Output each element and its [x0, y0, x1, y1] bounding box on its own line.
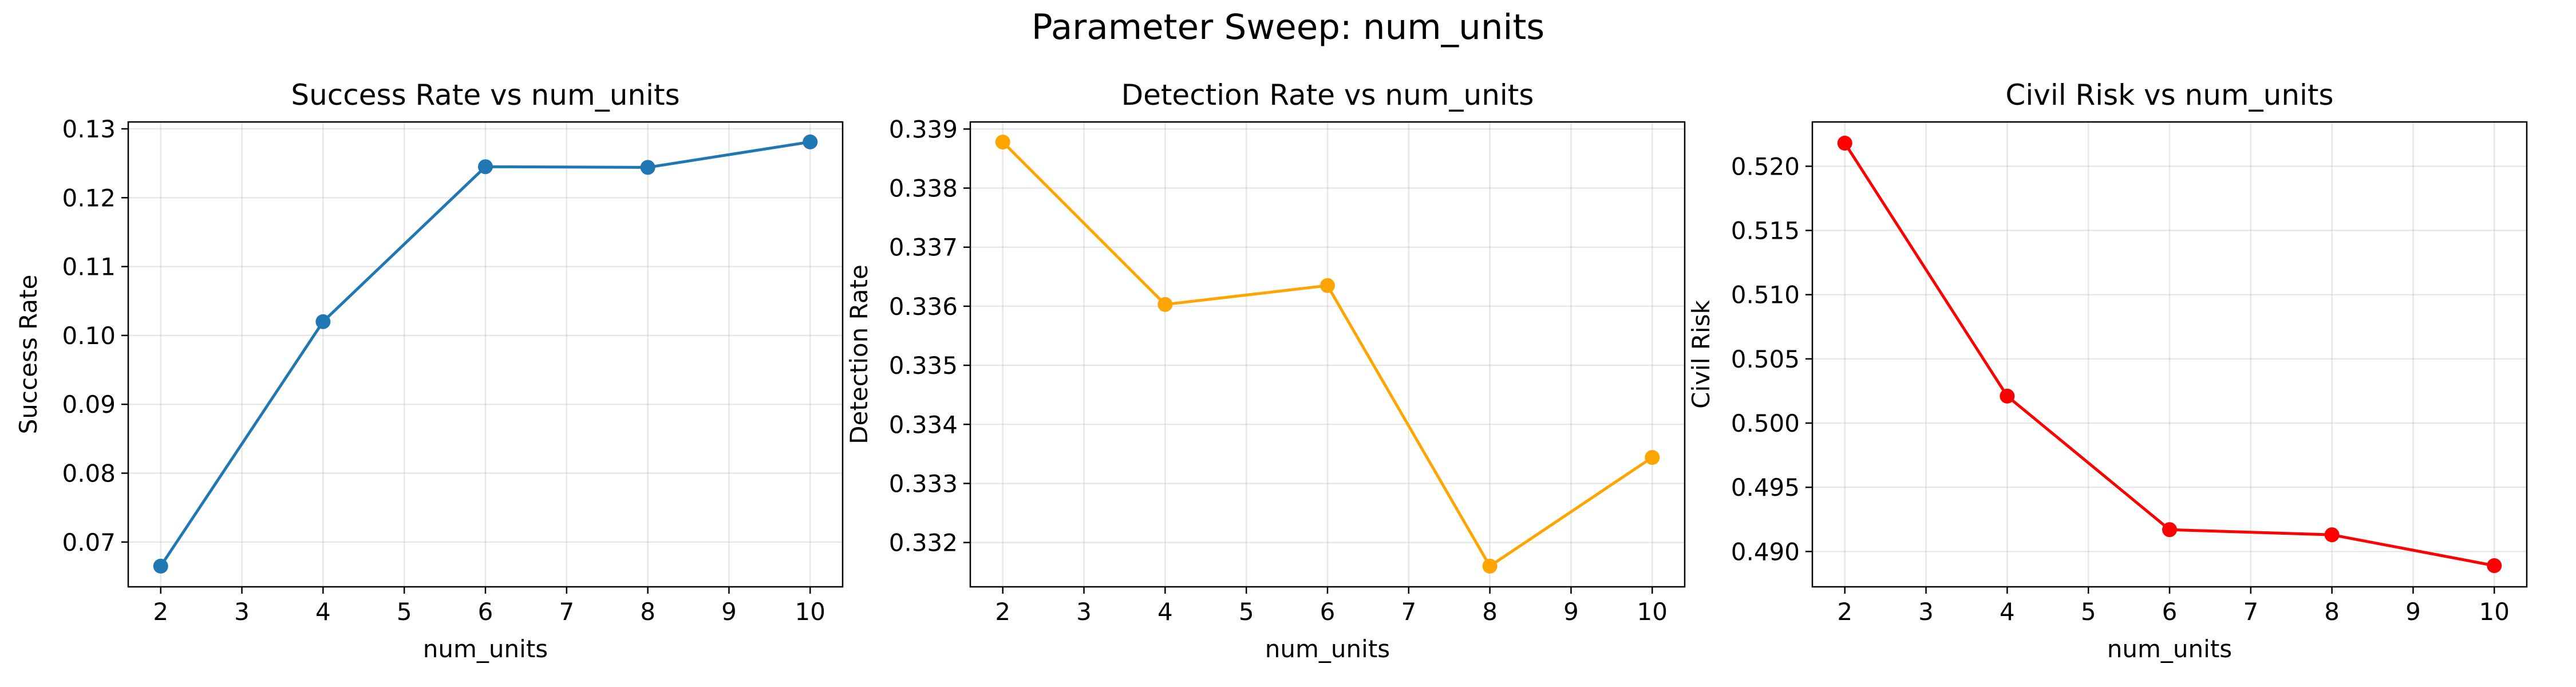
detection-rate-x-tick-label: 8	[1482, 598, 1498, 626]
civil-risk-y-tick-label: 0.520	[1731, 152, 1800, 180]
success-rate-y-tick-label: 0.11	[62, 253, 116, 281]
detection-rate-title: Detection Rate vs num_units	[1121, 78, 1534, 112]
success-rate-title: Success Rate vs num_units	[291, 78, 679, 112]
detection-rate-x-tick-label: 6	[1320, 598, 1336, 626]
civil-risk-x-tick-label: 4	[2000, 598, 2015, 626]
civil-risk-x-tick-label: 3	[1918, 598, 1934, 626]
detection-rate-y-tick-label: 0.336	[889, 293, 958, 321]
civil-risk-y-tick-label: 0.505	[1731, 345, 1800, 373]
civil-risk-data-point	[2000, 388, 2015, 404]
civil-risk-y-tick-label: 0.515	[1731, 217, 1800, 245]
detection-rate-data-point	[1482, 558, 1498, 574]
detection-rate-axes-frame	[969, 121, 1686, 588]
civil-risk-x-tick-label: 8	[2324, 598, 2340, 626]
success-rate-data-point	[803, 134, 818, 149]
chart-panels: 2 3 4 5 6 7 8 9 10 0.07 0.08 0.09 0.10 0.11 0.12 0.13 Su…	[14, 78, 2528, 663]
civil-risk-x-tick-label: 5	[2081, 598, 2096, 626]
detection-rate-y-tick-label: 0.339	[889, 115, 958, 143]
detection-rate-x-tick-label: 4	[1157, 598, 1173, 626]
civil-risk-title: Civil Risk vs num_units	[2005, 78, 2333, 112]
success-rate-x-tick-label: 2	[153, 598, 168, 626]
success-rate-data-point	[315, 314, 331, 329]
success-rate-x-tick-label: 8	[640, 598, 655, 626]
success-rate-x-tick-label: 5	[397, 598, 412, 626]
detection-rate-y-axis-label: Detection Rate	[845, 264, 873, 444]
civil-risk-panel: 2 3 4 5 6 7 8 9 10 0.490 0.495 0.500 0.505 0.510 0.515…	[1687, 78, 2528, 663]
success-rate-y-tick-label: 0.13	[62, 115, 116, 143]
success-rate-y-tick-label: 0.08	[62, 460, 116, 488]
civil-risk-data-point	[2162, 522, 2177, 538]
figure-suptitle: Parameter Sweep: num_units	[1032, 7, 1544, 48]
civil-risk-x-tick-label: 2	[1837, 598, 1852, 626]
detection-rate-data-point	[995, 135, 1010, 150]
detection-rate-y-tick-label: 0.333	[889, 469, 958, 498]
success-rate-x-tick-label: 3	[234, 598, 250, 626]
civil-risk-x-tick-label: 9	[2405, 598, 2421, 626]
success-rate-panel: 2 3 4 5 6 7 8 9 10 0.07 0.08 0.09 0.10 0.11 0.12 0.13 Su…	[14, 78, 844, 663]
detection-rate-y-tick-label: 0.335	[889, 352, 958, 380]
success-rate-data-point	[153, 558, 168, 574]
detection-rate-y-tick-label: 0.338	[889, 175, 958, 203]
success-rate-axes-frame	[127, 121, 844, 588]
detection-rate-data-point	[1157, 297, 1173, 312]
civil-risk-x-axis-label: num_units	[2107, 635, 2232, 663]
success-rate-y-tick-label: 0.07	[62, 528, 116, 556]
detection-rate-y-tick-label: 0.334	[889, 410, 958, 439]
success-rate-y-tick-label: 0.10	[62, 322, 116, 350]
detection-rate-x-tick-label: 7	[1401, 598, 1416, 626]
civil-risk-data-point	[1837, 136, 1852, 151]
detection-rate-x-tick-label: 2	[995, 598, 1010, 626]
civil-risk-y-axis-label: Civil Risk	[1687, 300, 1715, 409]
detection-rate-x-tick-label: 10	[1637, 598, 1668, 626]
success-rate-data-point	[478, 159, 493, 175]
success-rate-y-tick-label: 0.09	[62, 390, 116, 418]
civil-risk-x-tick-label: 10	[2479, 598, 2510, 626]
success-rate-x-tick-label: 9	[721, 598, 737, 626]
detection-rate-x-axis-label: num_units	[1265, 635, 1390, 663]
success-rate-y-tick-label: 0.12	[62, 184, 116, 212]
detection-rate-x-tick-label: 9	[1563, 598, 1579, 626]
success-rate-x-axis-label: num_units	[423, 635, 548, 663]
civil-risk-axes-frame	[1811, 121, 2528, 588]
success-rate-x-tick-label: 4	[315, 598, 331, 626]
success-rate-y-axis-label: Success Rate	[14, 275, 42, 435]
civil-risk-y-tick-label: 0.495	[1731, 473, 1800, 502]
civil-risk-data-point	[2324, 527, 2340, 543]
detection-rate-y-tick-label: 0.332	[889, 529, 958, 557]
civil-risk-data-point	[2487, 558, 2502, 573]
civil-risk-y-tick-label: 0.500	[1731, 409, 1800, 437]
detection-rate-data-point	[1320, 278, 1335, 293]
success-rate-x-tick-label: 10	[795, 598, 825, 626]
civil-risk-y-tick-label: 0.490	[1731, 538, 1800, 566]
civil-risk-x-tick-label: 6	[2162, 598, 2178, 626]
success-rate-data-point	[640, 160, 655, 175]
detection-rate-panel: 2 3 4 5 6 7 8 9 10 0.332 0.333 0.334 0.335 0.336 0.337…	[845, 78, 1686, 663]
detection-rate-x-tick-label: 3	[1076, 598, 1092, 626]
detection-rate-x-tick-label: 5	[1239, 598, 1254, 626]
civil-risk-y-tick-label: 0.510	[1731, 281, 1800, 309]
civil-risk-x-tick-label: 7	[2243, 598, 2258, 626]
success-rate-x-tick-label: 7	[559, 598, 574, 626]
detection-rate-y-tick-label: 0.337	[889, 234, 958, 262]
detection-rate-data-point	[1645, 450, 1660, 465]
success-rate-x-tick-label: 6	[478, 598, 493, 626]
